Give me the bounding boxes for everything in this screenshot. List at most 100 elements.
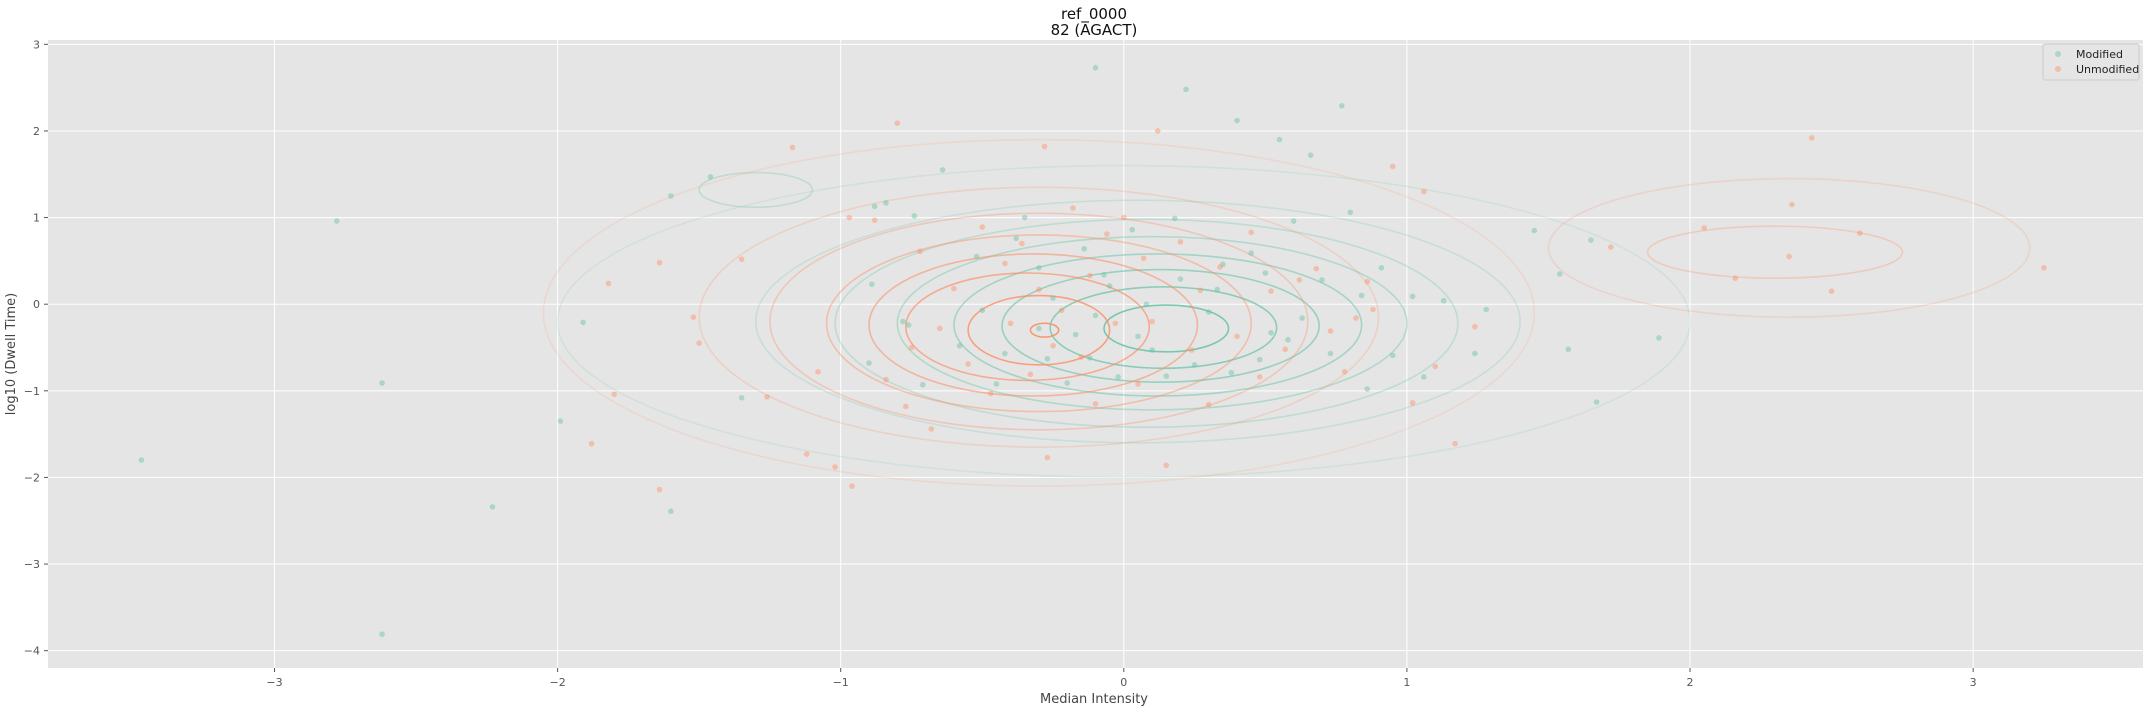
point-modified — [979, 307, 986, 314]
point-modified — [1072, 331, 1079, 338]
point-unmodified — [1234, 333, 1240, 340]
legend-label-unmodified: Unmodified — [2076, 63, 2139, 76]
point-modified — [1036, 265, 1042, 271]
point-unmodified — [1058, 307, 1065, 314]
point-modified — [973, 253, 980, 260]
point-unmodified — [690, 314, 697, 320]
point-modified — [1588, 237, 1594, 243]
point-unmodified — [849, 483, 855, 489]
density-contour-unmodified — [1646, 225, 1904, 280]
point-unmodified — [1163, 462, 1170, 469]
point-modified — [1149, 347, 1155, 353]
point-unmodified — [656, 486, 663, 493]
density-contour-unmodified — [698, 186, 1380, 448]
y-tick-label: 2 — [33, 125, 40, 138]
point-modified — [1205, 309, 1212, 315]
point-modified — [1290, 218, 1297, 224]
y-tick-label: 3 — [33, 38, 40, 51]
y-axis-ticks: −4 −3 −2 −1 0 1 2 3 — [24, 38, 48, 658]
point-modified — [1002, 350, 1008, 357]
x-tick-label: −3 — [266, 676, 282, 689]
point-modified — [1129, 226, 1136, 233]
point-unmodified — [1607, 244, 1614, 250]
point-unmodified — [908, 344, 915, 351]
point-modified — [489, 504, 496, 510]
point-modified — [871, 203, 878, 210]
point-unmodified — [1070, 205, 1076, 211]
point-unmodified — [764, 394, 770, 400]
point-modified — [1556, 271, 1563, 277]
x-tick-label: 0 — [1120, 676, 1127, 689]
point-modified — [1339, 103, 1345, 109]
point-unmodified — [987, 390, 994, 397]
point-modified — [379, 380, 385, 386]
point-unmodified — [832, 464, 838, 470]
point-unmodified — [894, 120, 901, 126]
point-modified — [333, 218, 340, 224]
point-modified — [1256, 356, 1263, 363]
point-modified — [1327, 350, 1334, 357]
point-unmodified — [1078, 354, 1085, 360]
point-unmodified — [1808, 135, 1815, 141]
point-unmodified — [1197, 287, 1204, 294]
point-modified — [1268, 329, 1274, 336]
point-unmodified — [1789, 201, 1795, 208]
point-unmodified — [1041, 143, 1048, 150]
point-unmodified — [928, 426, 935, 432]
point-modified — [379, 631, 385, 638]
point-modified — [668, 193, 674, 199]
point-modified — [920, 381, 926, 388]
point-unmodified — [605, 280, 612, 287]
point-modified — [1115, 374, 1121, 380]
point-unmodified — [979, 224, 986, 230]
point-unmodified — [1149, 318, 1155, 325]
point-unmodified — [917, 248, 923, 255]
point-unmodified — [1121, 214, 1127, 221]
point-modified — [1163, 373, 1170, 379]
point-unmodified — [903, 403, 909, 410]
point-modified — [1135, 333, 1141, 340]
y-tick-label: 1 — [33, 212, 40, 225]
point-modified — [1656, 335, 1662, 341]
point-modified — [905, 322, 912, 328]
point-unmodified — [1104, 231, 1110, 237]
legend-marker-unmodified — [2055, 66, 2061, 72]
point-unmodified — [1296, 277, 1303, 283]
point-unmodified — [696, 340, 702, 346]
point-modified — [1143, 301, 1150, 307]
point-unmodified — [738, 256, 745, 262]
y-tick-label: −2 — [24, 471, 40, 484]
point-modified — [1378, 265, 1385, 271]
point-modified — [1191, 362, 1198, 368]
point-unmodified — [1036, 286, 1042, 293]
point-unmodified — [1421, 188, 1427, 195]
point-unmodified — [2041, 265, 2047, 271]
point-modified — [1177, 276, 1184, 282]
point-unmodified — [951, 285, 957, 292]
point-unmodified — [1007, 320, 1014, 327]
point-unmodified — [1370, 306, 1376, 313]
point-unmodified — [1432, 363, 1439, 370]
point-unmodified — [1857, 230, 1863, 236]
y-tick-label: −4 — [24, 645, 40, 658]
point-modified — [1214, 286, 1221, 293]
point-unmodified — [1341, 368, 1348, 375]
point-modified — [738, 394, 745, 401]
y-tick-label: −1 — [24, 385, 40, 398]
point-modified — [1593, 399, 1600, 405]
point-modified — [1276, 136, 1283, 143]
point-modified — [1101, 271, 1107, 278]
point-modified — [1440, 297, 1447, 304]
point-unmodified — [1828, 288, 1835, 295]
density-contour-modified — [896, 235, 1408, 411]
point-modified — [1050, 295, 1056, 301]
density-contour-unmodified — [542, 138, 1536, 487]
point-unmodified — [803, 451, 810, 457]
point-unmodified — [1472, 323, 1478, 330]
point-unmodified — [1313, 265, 1320, 272]
point-modified — [1234, 117, 1240, 124]
density-contour-modified — [556, 164, 1691, 479]
point-unmodified — [1389, 163, 1396, 170]
point-modified — [707, 174, 714, 180]
